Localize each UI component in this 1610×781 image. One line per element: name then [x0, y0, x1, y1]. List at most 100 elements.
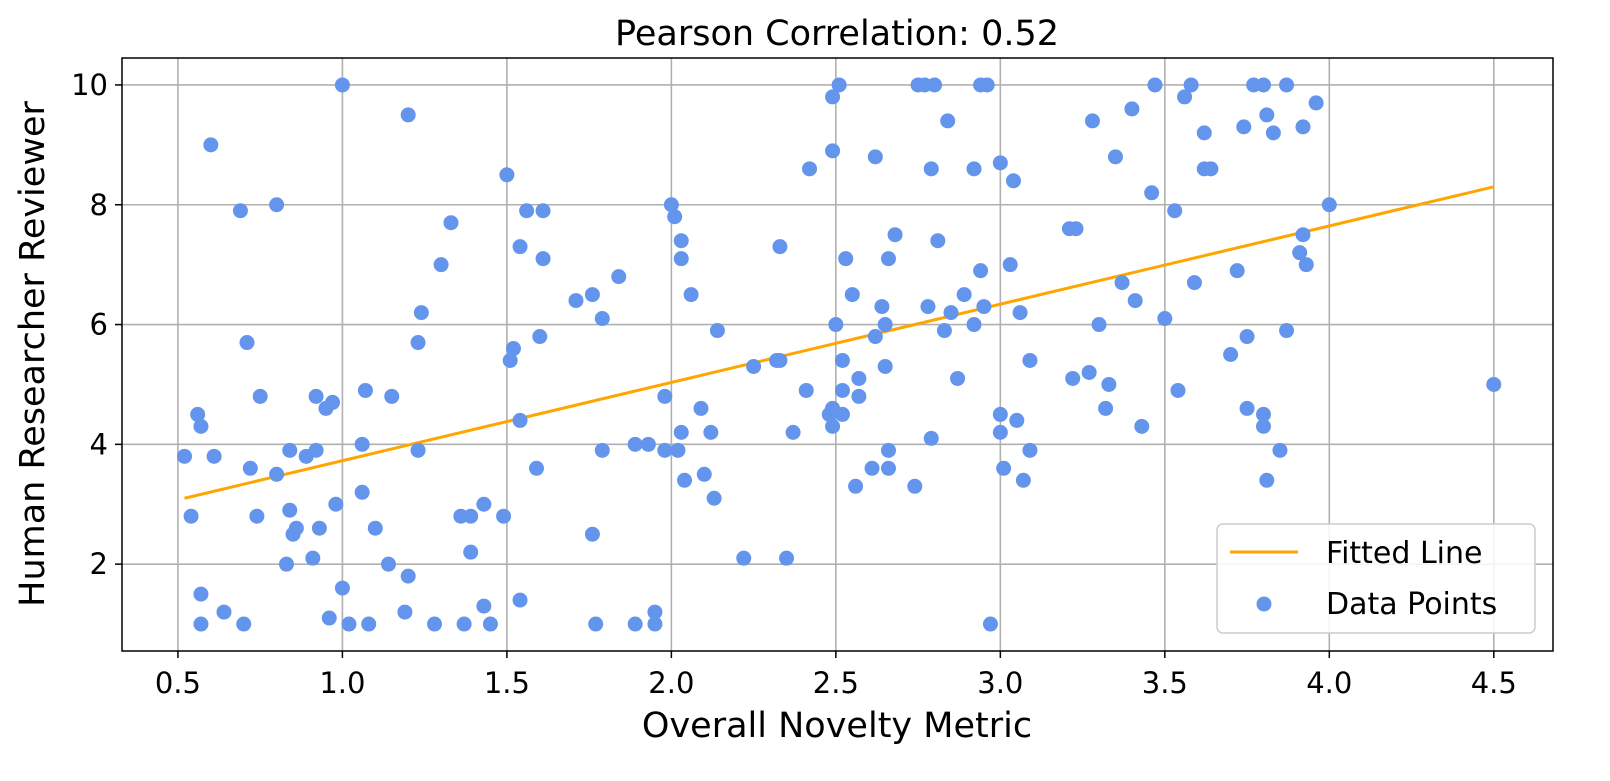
x-tick-label: 4.5: [1471, 666, 1517, 700]
data-point: [1177, 89, 1193, 105]
y-axis-label: Human Researcher Reviewer: [13, 101, 53, 607]
data-point: [1015, 472, 1031, 488]
data-point: [410, 335, 426, 351]
data-point: [1124, 101, 1140, 117]
data-point: [1101, 376, 1117, 392]
data-point: [1229, 263, 1245, 279]
legend-point-swatch: [1256, 596, 1272, 612]
data-point: [476, 496, 492, 512]
data-point: [334, 77, 350, 93]
data-point: [887, 227, 903, 243]
data-point: [825, 143, 841, 159]
data-point: [1223, 347, 1239, 362]
data-point: [308, 442, 324, 458]
data-point: [982, 616, 998, 632]
data-point: [532, 329, 548, 345]
data-point: [1157, 311, 1173, 327]
data-point: [1068, 221, 1084, 237]
data-point: [190, 406, 206, 422]
data-point: [361, 616, 377, 632]
data-point: [992, 424, 1008, 440]
data-point: [640, 436, 656, 452]
data-point: [1239, 400, 1255, 416]
data-point: [384, 388, 400, 404]
data-point: [1196, 125, 1212, 141]
data-point: [874, 299, 890, 315]
data-point: [288, 520, 304, 536]
data-point: [956, 287, 972, 303]
data-point: [1256, 418, 1272, 434]
x-tick-label: 0.5: [155, 666, 201, 700]
y-tick-label: 8: [90, 188, 108, 222]
data-point: [584, 526, 600, 542]
data-point: [499, 167, 515, 183]
data-point: [867, 329, 883, 345]
data-point: [463, 508, 479, 524]
data-point: [703, 424, 719, 440]
data-point: [979, 77, 995, 93]
data-point: [647, 604, 663, 620]
data-point: [930, 233, 946, 249]
data-point: [831, 77, 847, 93]
data-point: [838, 251, 854, 267]
data-points-layer: [177, 77, 1502, 632]
data-point: [594, 311, 610, 327]
data-point: [1127, 293, 1143, 309]
data-point: [397, 604, 413, 620]
data-point: [496, 508, 512, 524]
data-point: [177, 448, 193, 464]
data-point: [341, 616, 357, 632]
data-point: [1272, 442, 1288, 458]
data-point: [505, 341, 521, 357]
data-point: [193, 586, 209, 602]
x-tick-label: 3.0: [977, 666, 1023, 700]
data-point: [1091, 317, 1107, 333]
data-point: [321, 610, 337, 626]
data-point: [673, 251, 689, 267]
data-point: [802, 161, 818, 177]
data-point: [647, 616, 663, 632]
data-point: [1279, 77, 1295, 93]
data-point: [400, 107, 416, 123]
data-point: [413, 305, 429, 321]
legend: Fitted Line Data Points: [1216, 523, 1536, 634]
data-point: [798, 382, 814, 398]
x-tick-label: 1.0: [319, 666, 365, 700]
data-point: [746, 358, 762, 374]
y-tick-label: 4: [90, 427, 108, 461]
data-point: [1292, 245, 1308, 261]
data-point: [627, 616, 643, 632]
data-point: [463, 544, 479, 560]
data-point: [834, 382, 850, 398]
data-point: [1295, 227, 1311, 243]
legend-label-data-points: Data Points: [1326, 587, 1497, 622]
data-point: [354, 436, 370, 452]
data-point: [433, 257, 449, 273]
x-tick-label: 1.5: [484, 666, 530, 700]
data-point: [242, 460, 258, 476]
data-point: [877, 317, 893, 333]
data-point: [907, 478, 923, 494]
data-point: [1259, 107, 1275, 123]
data-point: [325, 394, 341, 410]
data-point: [568, 293, 584, 309]
data-point: [311, 520, 327, 536]
data-point: [1081, 364, 1097, 380]
data-point: [1259, 472, 1275, 488]
plot-frame: [121, 57, 1554, 652]
data-point: [877, 358, 893, 374]
data-point: [1134, 418, 1150, 434]
data-point: [927, 77, 943, 93]
data-point: [657, 442, 673, 458]
data-point: [1239, 329, 1255, 345]
data-point: [785, 424, 801, 440]
data-point: [966, 161, 982, 177]
data-point: [308, 388, 324, 404]
data-point: [864, 460, 880, 476]
y-tick-label: 10: [71, 68, 108, 102]
data-point: [1167, 203, 1183, 219]
data-point: [236, 616, 252, 632]
data-point: [380, 556, 396, 572]
data-point: [427, 616, 443, 632]
data-point: [249, 508, 265, 524]
